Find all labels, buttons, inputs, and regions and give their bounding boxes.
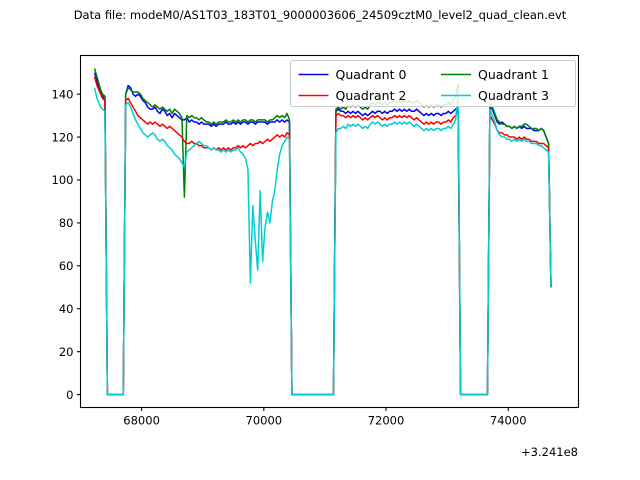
x-tick-label: 70000 [246, 414, 283, 428]
series-line-quadrant-3 [93, 87, 552, 396]
y-tick-label: 60 [59, 259, 74, 273]
legend-background [290, 60, 576, 107]
legend-label-quadrant-3: Quadrant 3 [478, 88, 549, 103]
y-tick-label: 0 [66, 388, 73, 402]
y-tick-label: 20 [59, 345, 74, 359]
legend-label-quadrant-0: Quadrant 0 [336, 67, 407, 82]
legend-label-quadrant-2: Quadrant 2 [336, 88, 407, 103]
page-title: Data file: modeM0/AS1T03_183T01_90000036… [73, 8, 567, 22]
x-axis-ticks: 68000 70000 72000 74000 [123, 407, 527, 428]
data-series-group [93, 68, 552, 396]
axes-frame [79, 54, 580, 409]
chart-legend[interactable]: Quadrant 0 Quadrant 1 Quadrant 2 Quadrant 3 [290, 60, 576, 107]
y-tick-label: 140 [52, 87, 74, 101]
y-tick-label: 80 [59, 216, 74, 230]
series-line-quadrant-1 [93, 68, 552, 396]
x-tick-label: 72000 [368, 414, 405, 428]
y-tick-label: 120 [52, 130, 74, 144]
x-tick-label: 74000 [490, 414, 527, 428]
x-axis-offset-label: +3.241e8 [521, 445, 578, 459]
x-tick-label: 68000 [123, 414, 160, 428]
y-axis-ticks: 0 20 40 60 80 100 120 140 [52, 87, 81, 402]
series-line-quadrant-0 [93, 72, 552, 396]
legend-label-quadrant-1: Quadrant 1 [478, 67, 549, 82]
y-tick-label: 40 [59, 302, 74, 316]
y-tick-label: 100 [52, 173, 74, 187]
series-line-quadrant-2 [93, 76, 552, 396]
